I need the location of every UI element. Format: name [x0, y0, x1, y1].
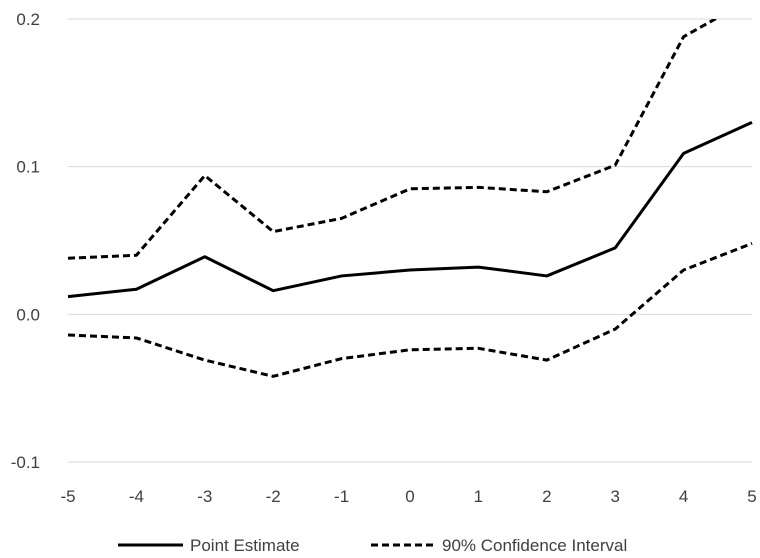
x-tick-label: 2: [542, 487, 551, 506]
legend: Point Estimate 90% Confidence Interval: [118, 536, 627, 555]
y-tick-label: 0.2: [16, 10, 40, 29]
x-tick-label: 5: [747, 487, 756, 506]
series-point-estimate: [67, 121, 753, 299]
x-tick-label: 0: [405, 487, 414, 506]
x-tick-label: 4: [679, 487, 688, 506]
x-tick-label: 1: [474, 487, 483, 506]
series-lower-confidence-bound: [67, 242, 753, 378]
y-tick-label: 0.1: [16, 158, 40, 177]
grid: [68, 18, 752, 463]
x-tick-label: -5: [60, 487, 75, 506]
x-tick-label: -2: [266, 487, 281, 506]
x-axis-ticks: -5 -4 -3 -2 -1 0 1 2 3 4 5: [60, 487, 756, 506]
y-tick-label: -0.1: [11, 453, 40, 472]
y-axis-ticks: -0.1 0.0 0.1 0.2: [11, 10, 40, 472]
legend-label-confidence-interval: 90% Confidence Interval: [442, 536, 627, 555]
series-lines: [67, 19, 753, 378]
legend-label-point-estimate: Point Estimate: [190, 536, 300, 555]
x-tick-label: -3: [197, 487, 212, 506]
x-tick-label: -1: [334, 487, 349, 506]
x-tick-label: 3: [610, 487, 619, 506]
y-tick-label: 0.0: [16, 305, 40, 324]
x-tick-label: -4: [129, 487, 144, 506]
series-upper-confidence-bound: [67, 19, 719, 260]
